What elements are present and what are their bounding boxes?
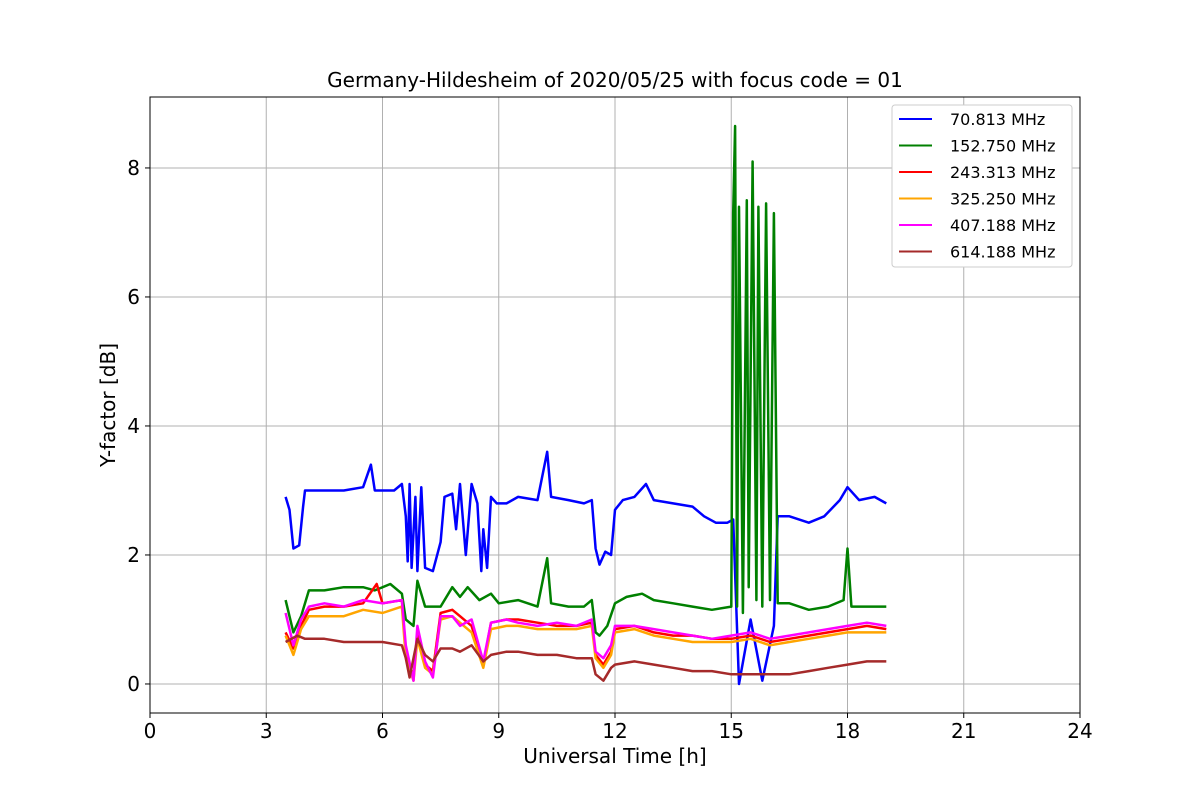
legend-label: 152.750 MHz bbox=[950, 137, 1055, 156]
y-tick-label: 0 bbox=[127, 672, 140, 696]
chart-title: Germany-Hildesheim of 2020/05/25 with fo… bbox=[327, 68, 903, 92]
legend-label: 325.250 MHz bbox=[950, 190, 1055, 209]
y-axis-label: Y-factor [dB] bbox=[96, 343, 120, 468]
legend-label: 407.188 MHz bbox=[950, 216, 1055, 235]
series-line bbox=[284, 450, 887, 686]
y-tick-label: 2 bbox=[127, 543, 140, 567]
x-tick-label: 18 bbox=[835, 719, 860, 743]
x-tick-label: 6 bbox=[376, 719, 389, 743]
series-line bbox=[284, 124, 887, 637]
x-axis-label: Universal Time [h] bbox=[523, 744, 706, 768]
x-tick-label: 21 bbox=[951, 719, 976, 743]
series-line bbox=[284, 605, 887, 682]
legend: 70.813 MHz 152.750 MHz 243.313 MHz 325.250 … bbox=[891, 104, 1073, 268]
x-tick-label: 9 bbox=[492, 719, 505, 743]
x-tick-label: 3 bbox=[260, 719, 273, 743]
series-line bbox=[284, 582, 887, 679]
x-tick-label: 24 bbox=[1067, 719, 1092, 743]
y-tick-label: 4 bbox=[127, 414, 140, 438]
legend-box bbox=[891, 104, 1073, 268]
legend-label: 70.813 MHz bbox=[950, 110, 1045, 129]
series-line bbox=[285, 634, 887, 682]
x-tick-label: 0 bbox=[144, 719, 157, 743]
y-tick-label: 6 bbox=[127, 285, 140, 309]
legend-label: 243.313 MHz bbox=[950, 163, 1055, 182]
legend-label: 614.188 MHz bbox=[950, 243, 1055, 262]
x-tick-label: 12 bbox=[602, 719, 627, 743]
series-lines bbox=[284, 124, 887, 686]
series-line bbox=[284, 598, 887, 682]
y-tick-label: 8 bbox=[127, 156, 140, 180]
x-tick-label: 15 bbox=[719, 719, 744, 743]
